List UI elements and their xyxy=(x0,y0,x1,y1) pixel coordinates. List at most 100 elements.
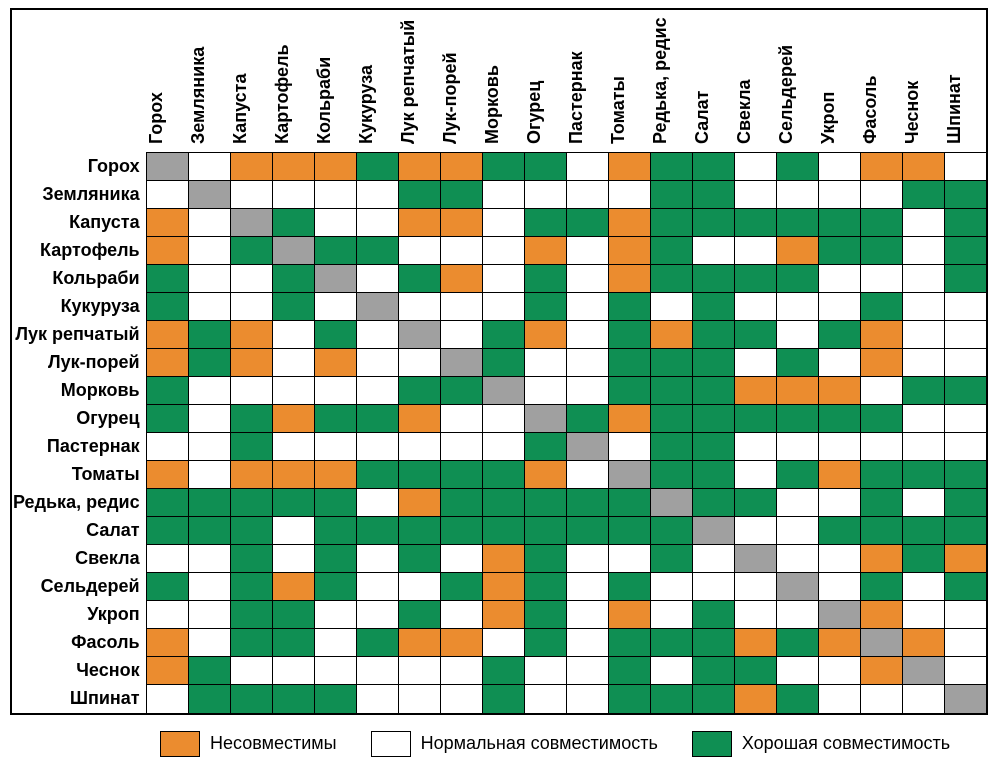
matrix-cell xyxy=(230,461,272,489)
matrix-cell xyxy=(860,601,902,629)
matrix-cell xyxy=(692,293,734,321)
matrix-cell xyxy=(608,461,650,489)
matrix-cell xyxy=(692,265,734,293)
row-header: Укроп xyxy=(11,601,146,629)
col-header: Картофель xyxy=(272,9,314,153)
matrix-cell xyxy=(482,181,524,209)
legend-item-ok: Нормальная совместимость xyxy=(371,731,658,757)
matrix-cell xyxy=(776,377,818,405)
matrix-cell xyxy=(734,433,776,461)
col-header: Редька, редис xyxy=(650,9,692,153)
matrix-cell xyxy=(272,349,314,377)
matrix-cell xyxy=(230,265,272,293)
matrix-cell xyxy=(440,237,482,265)
table-row: Шпинат xyxy=(11,685,987,714)
matrix-cell xyxy=(566,293,608,321)
matrix-cell xyxy=(734,237,776,265)
matrix-cell xyxy=(356,405,398,433)
matrix-cell xyxy=(692,545,734,573)
matrix-cell xyxy=(272,209,314,237)
matrix-cell xyxy=(902,517,944,545)
matrix-cell xyxy=(776,265,818,293)
matrix-cell xyxy=(818,629,860,657)
matrix-cell xyxy=(608,153,650,181)
matrix-cell xyxy=(272,461,314,489)
matrix-cell xyxy=(776,489,818,517)
matrix-cell xyxy=(314,461,356,489)
legend-swatch-ok xyxy=(371,731,411,757)
matrix-cell xyxy=(230,209,272,237)
matrix-cell xyxy=(146,517,188,545)
matrix-cell xyxy=(692,405,734,433)
matrix-cell xyxy=(860,209,902,237)
matrix-cell xyxy=(440,349,482,377)
matrix-cell xyxy=(482,209,524,237)
matrix-cell xyxy=(440,517,482,545)
col-header: Лук репчатый xyxy=(398,9,440,153)
col-header: Томаты xyxy=(608,9,650,153)
matrix-cell xyxy=(776,545,818,573)
matrix-cell xyxy=(440,489,482,517)
col-header-label: Сельдерей xyxy=(776,45,797,144)
legend-label-ok: Нормальная совместимость xyxy=(421,733,658,754)
legend-label-good: Хорошая совместимость xyxy=(742,733,950,754)
col-header-label: Горох xyxy=(146,92,167,144)
matrix-cell xyxy=(356,377,398,405)
matrix-cell xyxy=(818,181,860,209)
matrix-cell xyxy=(230,237,272,265)
matrix-cell xyxy=(398,517,440,545)
row-header: Земляника xyxy=(11,181,146,209)
matrix-cell xyxy=(860,293,902,321)
matrix-cell xyxy=(146,657,188,685)
matrix-cell xyxy=(314,489,356,517)
matrix-cell xyxy=(692,209,734,237)
matrix-cell xyxy=(566,377,608,405)
matrix-cell xyxy=(734,265,776,293)
matrix-cell xyxy=(650,545,692,573)
matrix-cell xyxy=(272,601,314,629)
legend-item-bad: Несовместимы xyxy=(160,731,337,757)
matrix-cell xyxy=(314,209,356,237)
matrix-cell xyxy=(146,433,188,461)
matrix-cell xyxy=(230,181,272,209)
matrix-cell xyxy=(608,265,650,293)
matrix-cell xyxy=(944,405,987,433)
matrix-cell xyxy=(188,321,230,349)
matrix-cell xyxy=(188,349,230,377)
matrix-cell xyxy=(188,433,230,461)
matrix-cell xyxy=(398,405,440,433)
matrix-cell xyxy=(650,685,692,714)
matrix-cell xyxy=(566,181,608,209)
matrix-cell xyxy=(818,573,860,601)
matrix-cell xyxy=(902,405,944,433)
matrix-cell xyxy=(482,657,524,685)
matrix-cell xyxy=(944,321,987,349)
row-header: Лук-порей xyxy=(11,349,146,377)
matrix-cell xyxy=(734,461,776,489)
matrix-cell xyxy=(650,433,692,461)
matrix-cell xyxy=(482,293,524,321)
matrix-cell xyxy=(482,517,524,545)
matrix-cell xyxy=(902,545,944,573)
matrix-cell xyxy=(272,657,314,685)
matrix-cell xyxy=(440,181,482,209)
col-header: Свекла xyxy=(734,9,776,153)
matrix-cell xyxy=(398,657,440,685)
matrix-cell xyxy=(692,377,734,405)
matrix-cell xyxy=(398,573,440,601)
matrix-cell xyxy=(608,349,650,377)
compatibility-matrix: ГорохЗемляникаКапустаКартофельКольрабиКу… xyxy=(10,8,988,715)
col-header-label: Кукуруза xyxy=(356,65,377,144)
matrix-cell xyxy=(944,601,987,629)
matrix-cell xyxy=(944,237,987,265)
matrix-cell xyxy=(860,237,902,265)
matrix-cell xyxy=(734,405,776,433)
matrix-cell xyxy=(902,321,944,349)
matrix-cell xyxy=(272,405,314,433)
matrix-cell xyxy=(482,629,524,657)
matrix-cell xyxy=(398,629,440,657)
matrix-cell xyxy=(272,685,314,714)
matrix-cell xyxy=(818,489,860,517)
col-header-label: Огурец xyxy=(524,81,545,144)
matrix-cell xyxy=(440,321,482,349)
